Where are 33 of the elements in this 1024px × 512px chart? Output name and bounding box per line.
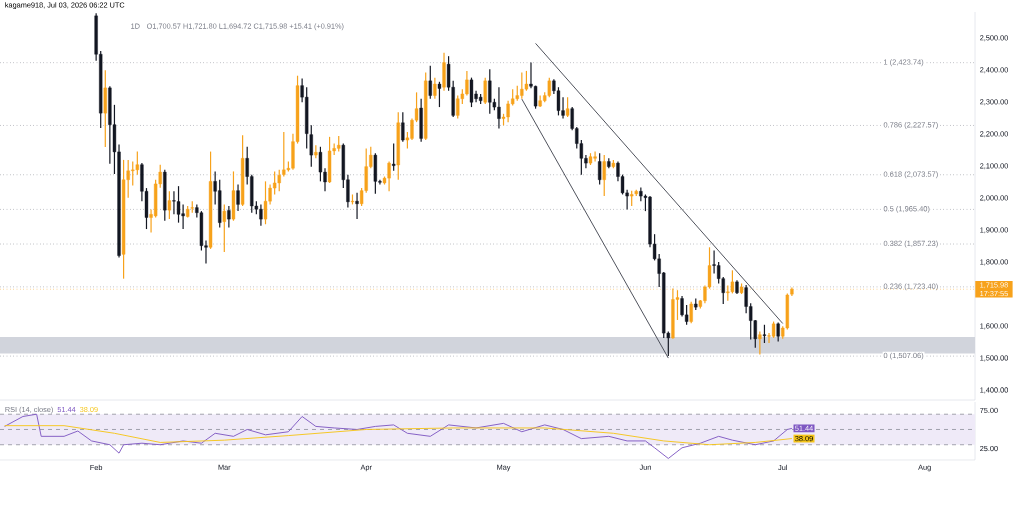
candlestick bbox=[602, 154, 606, 197]
candlestick bbox=[483, 77, 487, 105]
candlestick bbox=[277, 169, 281, 192]
candlestick bbox=[597, 152, 602, 186]
candlestick bbox=[396, 111, 400, 181]
candlestick bbox=[135, 150, 139, 176]
candlestick bbox=[547, 77, 551, 98]
candlestick bbox=[565, 96, 570, 118]
candlestick bbox=[524, 70, 529, 92]
candlestick bbox=[103, 69, 107, 148]
candlestick bbox=[121, 159, 126, 280]
candlestick bbox=[392, 142, 396, 172]
candlestick bbox=[222, 203, 226, 253]
candlestick bbox=[327, 136, 332, 184]
candlestick bbox=[208, 150, 213, 250]
candlestick bbox=[456, 94, 460, 120]
candlestick bbox=[424, 71, 428, 141]
candlestick bbox=[776, 321, 780, 343]
candlestick bbox=[163, 169, 167, 222]
candlestick bbox=[401, 111, 405, 143]
candlestick bbox=[469, 77, 474, 108]
candlestick bbox=[309, 124, 313, 168]
candlestick bbox=[373, 152, 378, 195]
candlestick bbox=[240, 134, 245, 207]
candlestick bbox=[762, 324, 767, 344]
candlestick bbox=[428, 65, 432, 100]
candlestick bbox=[167, 190, 172, 220]
candlestick bbox=[437, 81, 442, 108]
candlestick bbox=[488, 68, 492, 115]
candlestick bbox=[263, 180, 268, 225]
candlestick bbox=[730, 269, 735, 294]
candlestick bbox=[689, 301, 693, 324]
candlestick bbox=[231, 170, 236, 222]
